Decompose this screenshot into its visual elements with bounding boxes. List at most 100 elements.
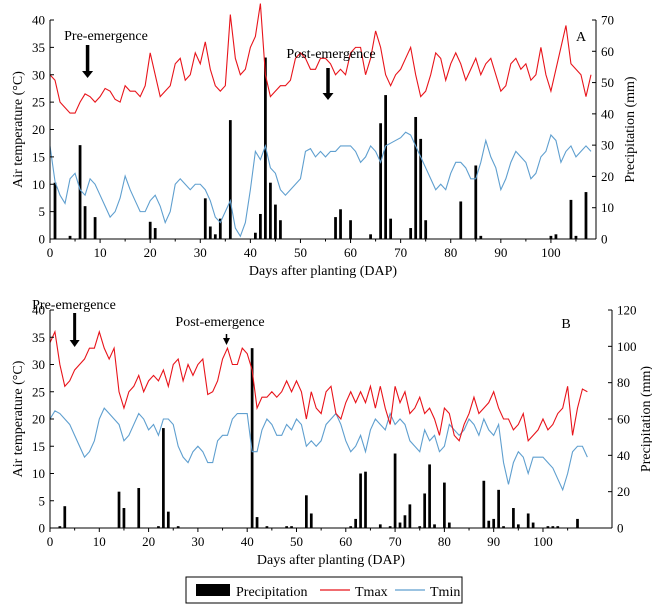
panel-a-annotation-1: Post-emergence — [286, 47, 375, 62]
panel-b-precip-bar-13 — [290, 526, 293, 528]
panel-b-ytick-left-label-0: 0 — [39, 521, 46, 536]
panel-b-xtick-label-30: 30 — [191, 534, 204, 549]
panel-a-precip-bar-11 — [228, 120, 232, 239]
panel-b-precip-bar-5 — [157, 526, 160, 528]
panel-a-annotation-0: Pre-emergence — [64, 29, 148, 44]
panel-b-xtick-label-80: 80 — [438, 534, 451, 549]
legend-label-tmax: Tmax — [355, 585, 388, 600]
panel-a-precip-bar-30 — [474, 165, 478, 239]
panel-b-precip-bar-39 — [526, 513, 530, 528]
panel-b-precip-bar-27 — [423, 493, 427, 528]
panel-b-precip-bar-7 — [166, 511, 170, 528]
panel-b-precip-bar-12 — [285, 526, 288, 528]
panel-b-panel-label: B — [561, 317, 570, 332]
panel-b-precip-bar-1 — [63, 506, 67, 528]
panel-a-ytick-left-label-25: 25 — [32, 95, 45, 110]
panel-a-ytick-right-label-50: 50 — [601, 75, 614, 90]
panel-a-precip-bar-5 — [148, 221, 152, 239]
panel-a: 0 5 10 15 20 25 30 35 40 0 10 20 30 40 50 60 70 0 10 20 30 40… — [11, 3, 638, 279]
panel-b-precip-bar-31 — [447, 522, 451, 528]
panel-b-ytick-left-label-30: 30 — [32, 357, 45, 372]
panel-b-precip-bar-26 — [418, 526, 422, 528]
panel-a-precip-bar-12 — [254, 232, 257, 239]
panel-a-precip-bar-35 — [574, 235, 578, 239]
panel-b-precip-bar-43 — [556, 526, 560, 528]
panel-b-precip-bar-37 — [512, 508, 515, 528]
panel-a-precip-bar-2 — [78, 145, 82, 239]
panel-a-precip-bar-21 — [369, 234, 372, 239]
panel-a-ytick-left-label-0: 0 — [39, 232, 46, 247]
panel-a-ytick-left-label-10: 10 — [32, 177, 45, 192]
panel-b-precip-bar-23 — [398, 522, 402, 528]
panel-b-ytick-right-label-0: 0 — [617, 521, 624, 536]
panel-b-ytick-left-label-10: 10 — [32, 466, 45, 481]
panel-a-precip-bar-8 — [208, 226, 212, 239]
panel-a-precip-bar-15 — [269, 182, 272, 239]
panel-b-precip-bar-8 — [176, 526, 180, 528]
panel-a-precip-bar-23 — [384, 95, 387, 239]
panel-a-precip-bar-16 — [274, 204, 277, 239]
panel-b-xtick-label-0: 0 — [47, 534, 54, 549]
panel-b-xtick-label-100: 100 — [533, 534, 553, 549]
panel-b-precip-bar-19 — [364, 471, 367, 528]
panel-b-ytick-right-label-100: 100 — [617, 339, 637, 354]
panel-a-xtick-label-20: 20 — [144, 245, 157, 260]
panel-b-precip-bar-20 — [378, 524, 382, 528]
panel-b: 0 5 10 15 20 25 30 35 40 0 20 40 60 80 100 120 0 10 20 30 40… — [11, 298, 652, 568]
panel-b-annotation-arrow-head-0 — [69, 340, 80, 347]
panel-a-ytick-right-label-30: 30 — [601, 138, 614, 153]
panel-a-precip-bar-19 — [339, 209, 342, 239]
panel-a-precip-bar-13 — [259, 213, 262, 239]
panel-b-xtick-label-40: 40 — [241, 534, 254, 549]
legend: Precipitation Tmax Tmin — [185, 576, 463, 604]
panel-b-ytick-right-label-120: 120 — [617, 303, 637, 318]
panel-b-precip-bar-11 — [265, 526, 269, 528]
panel-a-precip-bar-20 — [349, 220, 352, 239]
panel-b-precip-bar-2 — [117, 491, 121, 528]
panel-a-precip-bar-3 — [83, 206, 87, 239]
panel-a-xtick-label-10: 10 — [94, 245, 107, 260]
panel-a-xtick-label-100: 100 — [541, 245, 561, 260]
panel-a-tmax-line — [49, 3, 592, 114]
panel-a-xtick-label-80: 80 — [444, 245, 457, 260]
panel-a-ytick-right-label-60: 60 — [601, 44, 614, 59]
panel-a-precip-bar-18 — [334, 217, 337, 239]
panel-b-xtick-label-70: 70 — [389, 534, 402, 549]
panel-b-precip-bar-4 — [137, 488, 141, 528]
panel-a-precip-bar-27 — [419, 138, 423, 239]
panel-a-ytick-left-label-30: 30 — [32, 67, 45, 82]
panel-a-precip-bar-22 — [379, 123, 382, 239]
panel-a-precip-bar-7 — [203, 198, 207, 239]
panel-b-precip-bar-10 — [255, 517, 259, 528]
panel-a-precip-bar-1 — [68, 235, 72, 239]
panel-a-panel-label: A — [576, 30, 587, 45]
panel-b-precip-bar-17 — [354, 518, 357, 528]
panel-b-ytick-left-label-15: 15 — [32, 439, 45, 454]
panel-b-ylabel-right: Precipitation (mm) — [639, 366, 652, 472]
panel-b-ytick-right-label-20: 20 — [617, 484, 630, 499]
panel-b-precip-bar-3 — [122, 508, 126, 528]
panel-b-precip-bar-6 — [162, 428, 165, 528]
panel-a-tmin-line — [49, 131, 592, 238]
panel-a-precip-bar-10 — [218, 218, 222, 239]
panel-b-precip-bar-33 — [487, 520, 491, 528]
panel-a-precip-bar-6 — [153, 228, 157, 239]
panel-b-precip-bar-9 — [250, 348, 254, 528]
panel-a-precip-bar-4 — [93, 217, 97, 239]
panel-b-precip-bar-28 — [428, 464, 431, 528]
panel-a-xtick-label-90: 90 — [494, 245, 507, 260]
panel-a-precip-bar-33 — [554, 234, 558, 239]
panel-a-precip-bar-29 — [459, 201, 463, 239]
panel-a-precip-bar-28 — [424, 220, 428, 239]
panel-a-precip-bar-34 — [569, 199, 573, 239]
panel-b-tmin-line — [49, 407, 588, 492]
panel-a-ytick-right-label-0: 0 — [601, 232, 608, 247]
panel-b-ylabel-left: Air temperature (°C) — [11, 360, 26, 477]
panel-a-ytick-right-label-70: 70 — [601, 13, 614, 28]
panel-b-precip-bar-22 — [393, 453, 397, 528]
legend-label-tmin: Tmin — [430, 585, 460, 600]
panel-b-precip-bar-0 — [58, 526, 62, 528]
panel-a-ytick-right-label-20: 20 — [601, 169, 614, 184]
panel-a-precip-bar-32 — [549, 235, 553, 239]
